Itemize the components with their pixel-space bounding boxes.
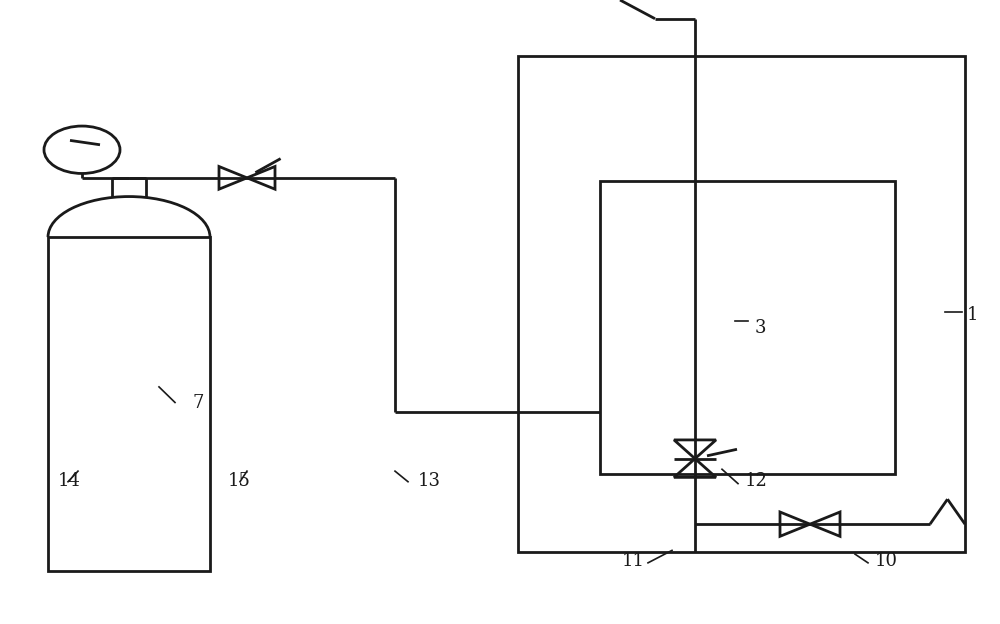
Text: 10: 10 <box>875 552 898 570</box>
Text: 15: 15 <box>228 472 251 490</box>
Text: 12: 12 <box>745 472 768 490</box>
Text: 1: 1 <box>967 306 978 324</box>
Text: 7: 7 <box>192 394 203 412</box>
Text: 14: 14 <box>58 472 81 490</box>
Bar <box>518 56 965 552</box>
Text: 11: 11 <box>622 552 645 570</box>
Bar <box>48 237 210 571</box>
Bar <box>600 181 895 474</box>
Text: 13: 13 <box>418 472 441 490</box>
Text: 3: 3 <box>755 319 767 337</box>
